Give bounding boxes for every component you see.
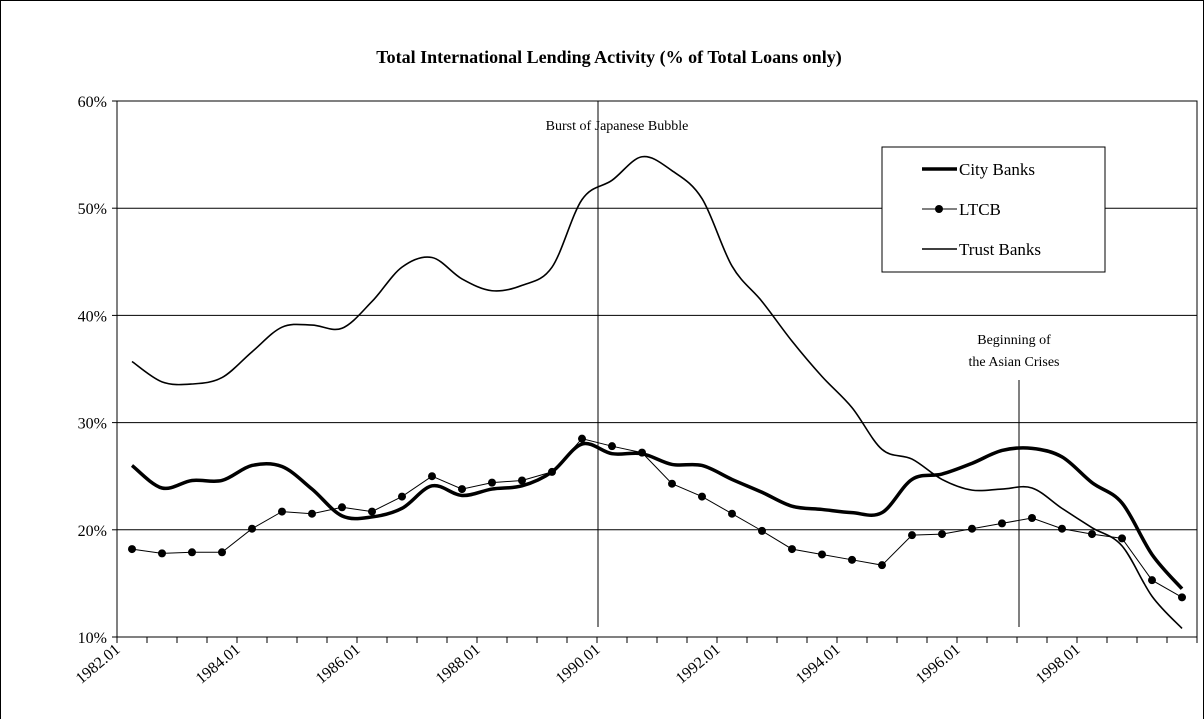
point [728, 509, 736, 518]
point [938, 530, 946, 539]
legend-label: City Banks [959, 160, 1035, 179]
point [878, 561, 886, 570]
point [818, 550, 826, 559]
y-tick-label: 30% [78, 416, 107, 433]
annotation: the Asian Crises [969, 355, 1060, 370]
legend-label: Trust Banks [959, 240, 1041, 259]
legend-box [881, 146, 1106, 273]
point [1118, 534, 1126, 543]
x-tick-label: 1984.01 [193, 641, 244, 687]
point [908, 531, 916, 540]
point [608, 442, 616, 451]
point [788, 545, 796, 554]
point [968, 524, 976, 533]
point [518, 476, 526, 485]
series-line [130, 441, 1184, 590]
point [1028, 514, 1036, 523]
y-tick-label: 20% [78, 523, 107, 540]
x-tick-label: 1986.01 [313, 641, 364, 687]
point [668, 479, 676, 488]
point [548, 467, 556, 476]
point [278, 507, 286, 516]
x-tick-label: 1998.01 [1033, 641, 1084, 687]
point [308, 509, 316, 518]
point [218, 548, 226, 557]
point [398, 492, 406, 501]
point [698, 492, 706, 501]
x-tick-label: 1994.01 [793, 641, 844, 687]
point [458, 485, 466, 494]
point [848, 555, 856, 564]
point [758, 526, 766, 535]
series-line [131, 155, 1183, 629]
point [1148, 576, 1156, 585]
point [248, 524, 256, 533]
x-tick-label: 1982.01 [73, 641, 124, 687]
series-line [131, 438, 1183, 598]
annotation: Burst of Japanese Bubble [546, 119, 689, 134]
point [338, 503, 346, 512]
point [638, 448, 646, 457]
x-tick-label: 1992.01 [673, 641, 724, 687]
point [1058, 524, 1066, 533]
point [188, 548, 196, 557]
point [998, 519, 1006, 528]
legend-marker [935, 205, 943, 213]
point [368, 507, 376, 516]
y-tick-label: 40% [78, 308, 107, 325]
point [578, 434, 586, 443]
x-tick-label: 1990.01 [553, 641, 604, 687]
point [428, 472, 436, 481]
x-tick-label: 1988.01 [433, 641, 484, 687]
point [488, 478, 496, 487]
point [158, 549, 166, 558]
point [1088, 530, 1096, 539]
x-tick-label: 1996.01 [913, 641, 964, 687]
y-tick-label: 10% [78, 630, 107, 647]
point [128, 545, 136, 554]
chart-title: Total International Lending Activity (% … [376, 47, 841, 68]
annotation: Beginning of [977, 333, 1051, 348]
point [1178, 593, 1186, 602]
y-tick-label: 60% [78, 94, 107, 111]
y-tick-label: 50% [78, 201, 107, 218]
legend-label: LTCB [959, 200, 1001, 219]
